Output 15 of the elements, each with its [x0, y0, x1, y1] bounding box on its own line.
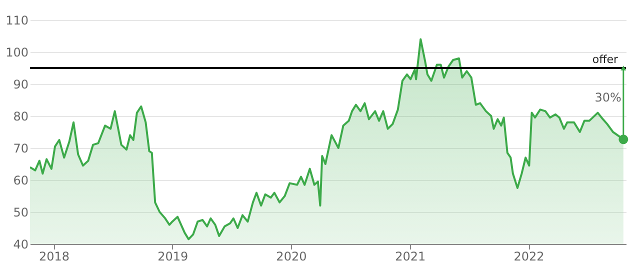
- y-tick-label: 110: [6, 14, 28, 28]
- y-tick-label: 90: [13, 78, 28, 92]
- y-tick-label: 80: [13, 110, 28, 124]
- y-tick-label: 40: [13, 238, 28, 252]
- y-tick-label: 60: [13, 174, 28, 188]
- x-tick-label: 2021: [395, 250, 426, 264]
- x-tick-label: 2019: [158, 250, 188, 264]
- x-tick-label: 2020: [276, 250, 307, 264]
- x-tick-label: 2022: [514, 250, 544, 264]
- x-tick-label: 2018: [38, 250, 70, 264]
- y-tick-label: 100: [6, 46, 28, 60]
- y-tick-label: 70: [13, 142, 28, 156]
- annotation: 30%: [594, 90, 622, 104]
- ref-line-label: offer: [592, 53, 618, 66]
- y-tick-label: 50: [13, 206, 28, 220]
